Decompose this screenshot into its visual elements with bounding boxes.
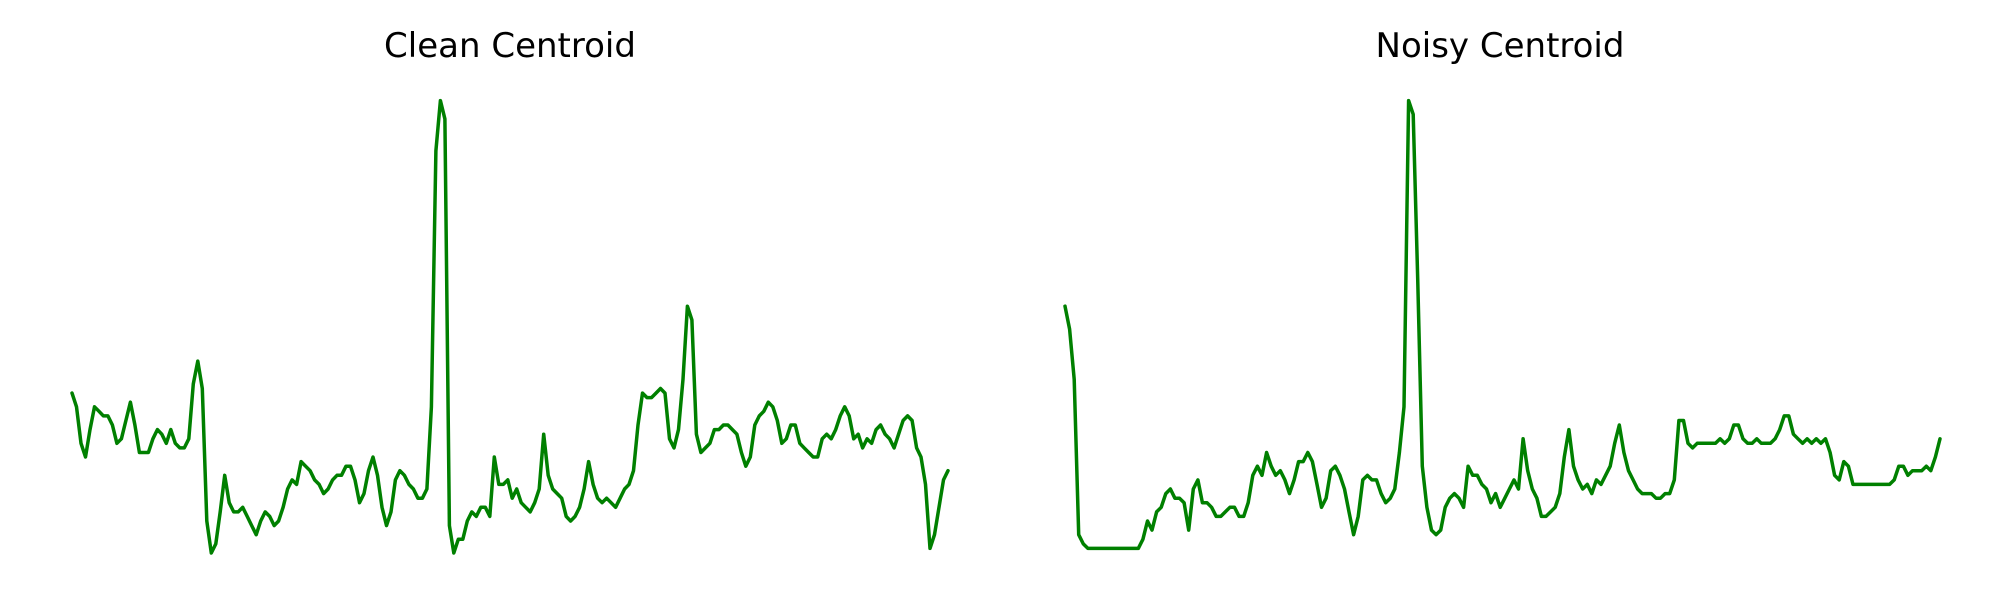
chart-panel-noisy: Noisy Centroid bbox=[1063, 26, 1942, 551]
chart-title-clean: Clean Centroid bbox=[384, 26, 636, 66]
chart-title-noisy: Noisy Centroid bbox=[1376, 26, 1625, 66]
series-line-noisy-centroid bbox=[1063, 98, 1942, 551]
chart-panel-clean: Clean Centroid bbox=[70, 26, 950, 555]
series-line-clean-centroid bbox=[70, 98, 950, 555]
